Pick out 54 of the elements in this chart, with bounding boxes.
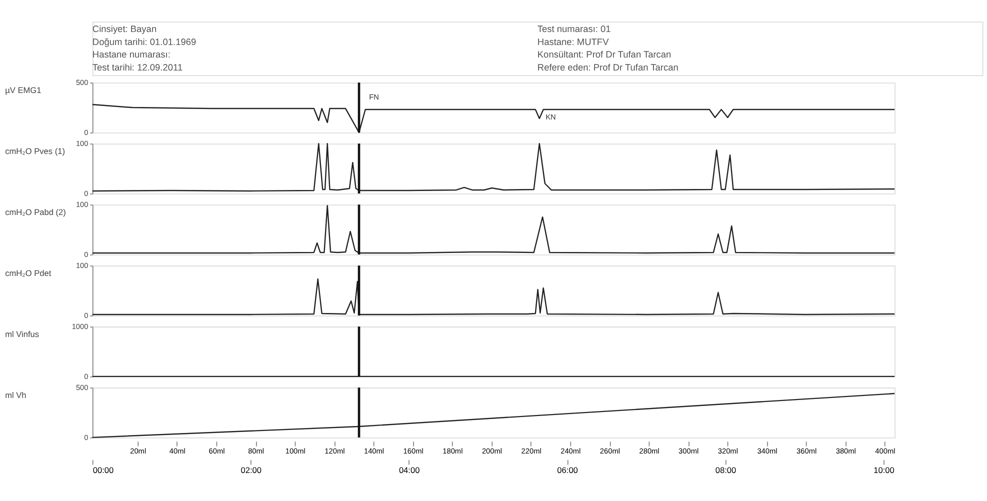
x-tick-label: 10:00	[874, 465, 895, 476]
x2-tick-label: 380ml	[836, 446, 856, 456]
text: Refere eden: Prof Dr Tufan Tarcan	[537, 62, 678, 72]
x2-tick-label: 320ml	[718, 446, 738, 456]
x2-tick-label: 80ml	[248, 446, 264, 456]
x2-tick-label: 360ml	[796, 446, 817, 456]
x2-tick-label: 260ml	[600, 446, 620, 456]
annotation: FN	[369, 92, 380, 102]
text: Hastane numarası:	[92, 50, 170, 60]
y-tick-label: 0	[84, 310, 88, 320]
annotation: KN	[546, 112, 556, 122]
text: Test numarası: 01	[537, 24, 611, 34]
x2-tick-label: 300ml	[678, 446, 700, 456]
x2-tick-label: 280ml	[639, 446, 660, 456]
y-axis-title: ml Vh	[5, 390, 27, 400]
x2-tick-label: 400ml	[875, 446, 896, 456]
x2-tick-label: 220ml	[521, 446, 542, 456]
x2-tick-label: 140ml	[364, 446, 384, 456]
x-tick-label: 02:00	[240, 465, 262, 476]
y-tick-label: 0	[84, 372, 88, 381]
y-tick-label: 1000	[72, 322, 88, 331]
x2-tick-label: 340ml	[757, 446, 778, 456]
text: Test tarihi: 12.09.2011	[92, 62, 183, 72]
y-tick-label: 0	[84, 432, 88, 442]
text: Hastane: MUTFV	[537, 36, 610, 47]
x-tick-label: 04:00	[398, 465, 420, 476]
y-tick-label: 500	[76, 382, 88, 392]
y-axis-title: cmH₂O Pabd (2)	[5, 207, 66, 218]
y-tick-label: 100	[76, 138, 88, 148]
y-axis-title: cmH₂O Pdet	[5, 268, 52, 278]
text: Konsültant: Prof Dr Tufan Tarcan	[537, 50, 672, 60]
text: Doğum tarihi: 01.01.1969	[92, 36, 196, 47]
text: Cinsiyet: Bayan	[92, 24, 157, 34]
y-axis-title: ml Vinfus	[5, 329, 40, 340]
y-axis-title: µV EMG1	[5, 85, 42, 96]
x-tick-label: 00:00	[92, 465, 114, 476]
y-tick-label: 0	[84, 188, 88, 198]
x2-tick-label: 180ml	[442, 446, 464, 456]
x2-tick-label: 120ml	[324, 446, 346, 456]
x2-tick-label: 40ml	[169, 446, 186, 456]
y-tick-label: 100	[76, 200, 88, 209]
x2-tick-label: 240ml	[560, 446, 582, 456]
y-tick-label: 0	[84, 128, 88, 137]
x2-tick-label: 200ml	[482, 446, 502, 456]
x-tick-label: 08:00	[715, 465, 737, 476]
x2-tick-label: 60ml	[208, 446, 226, 456]
y-axis-title: cmH₂O Pves (1)	[5, 146, 66, 156]
x2-tick-label: 20ml	[130, 446, 146, 456]
y-tick-label: 0	[84, 250, 88, 259]
y-tick-label: 100	[76, 260, 88, 270]
x-tick-label: 06:00	[557, 465, 578, 476]
y-tick-label: 500	[76, 78, 88, 87]
x2-tick-label: 160ml	[403, 446, 424, 456]
x2-tick-label: 100ml	[285, 446, 306, 456]
